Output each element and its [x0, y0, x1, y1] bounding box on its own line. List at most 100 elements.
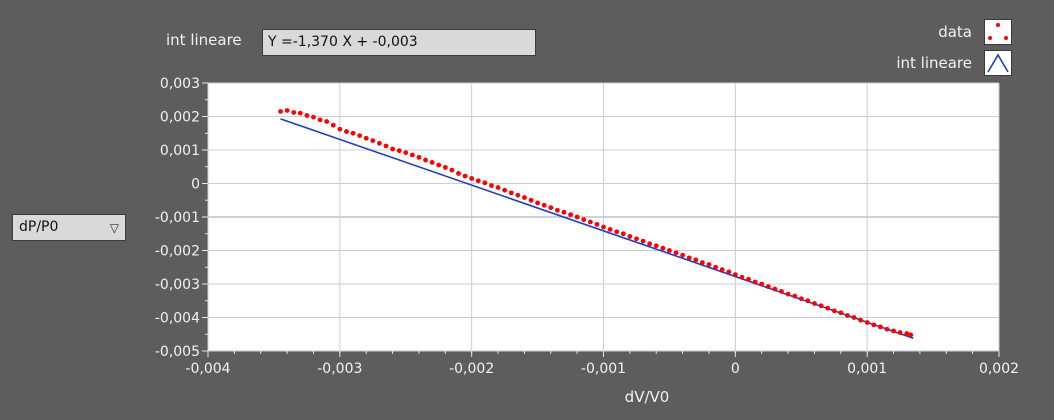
legend-swatch-data[interactable] — [984, 19, 1012, 45]
data-point — [442, 165, 448, 170]
fit-expression-field[interactable]: Y =-1,370 X + -0,003 — [262, 29, 536, 56]
data-point — [363, 135, 369, 141]
data-point — [673, 250, 679, 256]
data-point — [627, 234, 633, 239]
data-point — [344, 129, 349, 134]
fit-label: int lineare — [166, 31, 242, 49]
data-point — [726, 269, 732, 275]
data-point — [904, 331, 910, 336]
data-point — [884, 326, 890, 332]
x-tick-label: 0,001 — [847, 361, 887, 377]
data-point — [897, 330, 903, 335]
x-tick-label: -0,004 — [185, 361, 230, 377]
data-point — [908, 332, 914, 338]
data-point — [581, 217, 587, 223]
y-tick-label: -0,002 — [155, 244, 200, 260]
data-point — [403, 150, 409, 156]
data-point — [495, 185, 501, 190]
data-point — [706, 262, 712, 267]
data-point — [752, 279, 758, 285]
data-point — [456, 171, 461, 176]
y-axis-selector-value: dP/P0 — [19, 219, 59, 235]
data-point — [891, 328, 896, 334]
data-point — [587, 219, 593, 225]
y-tick-label: 0,001 — [160, 143, 200, 159]
y-axis-selector[interactable]: dP/P0 ▽ — [12, 214, 126, 241]
y-tick-label: -0,004 — [155, 311, 200, 327]
data-point — [785, 291, 791, 297]
data-point — [554, 207, 560, 213]
data-point — [877, 324, 883, 330]
data-point — [640, 238, 646, 244]
data-point — [297, 110, 303, 116]
y-tick-label: -0,001 — [155, 210, 200, 226]
x-tick-label: -0,003 — [317, 361, 362, 377]
data-point — [693, 257, 699, 263]
data-point — [732, 272, 738, 278]
data-point — [528, 197, 534, 203]
x-axis: -0,004 -0,003 -0,002 -0,001 0 0,001 0,002 — [185, 351, 1019, 377]
x-tick-label: 0,002 — [979, 361, 1019, 377]
y-tick-label: -0,005 — [155, 344, 200, 360]
data-series — [278, 108, 914, 338]
data-point — [759, 281, 765, 287]
data-point — [864, 320, 870, 325]
data-point — [291, 110, 297, 115]
data-point — [376, 140, 382, 146]
data-point — [284, 108, 290, 113]
data-point — [561, 209, 567, 215]
data-point — [667, 248, 672, 253]
data-point — [818, 303, 824, 309]
data-point — [779, 288, 784, 294]
data-point — [535, 200, 540, 206]
data-point — [844, 313, 850, 318]
data-point — [522, 195, 527, 200]
legend-label-data: data — [938, 23, 972, 41]
data-point — [475, 178, 481, 184]
data-point — [831, 308, 837, 314]
data-point — [680, 252, 685, 258]
x-tick-label: -0,001 — [581, 361, 626, 377]
data-point — [871, 322, 877, 328]
data-point — [423, 157, 428, 163]
x-tick-label: -0,002 — [449, 361, 494, 377]
legend-label-fit: int lineare — [896, 54, 972, 72]
data-point — [330, 122, 336, 128]
data-point — [805, 298, 811, 304]
data-point — [383, 143, 389, 149]
data-point — [548, 205, 554, 211]
data-point — [607, 226, 613, 232]
data-point — [620, 231, 626, 237]
legend-swatch-fit[interactable] — [984, 50, 1012, 76]
data-point — [634, 236, 639, 242]
data-point — [838, 310, 844, 316]
data-point — [660, 245, 666, 251]
data-point — [357, 133, 363, 138]
y-tick-label: 0 — [191, 177, 200, 193]
data-point — [686, 255, 692, 261]
x-tick-label: 0 — [731, 361, 740, 377]
data-point — [568, 212, 573, 218]
data-point — [409, 152, 415, 158]
data-point — [324, 119, 330, 124]
data-point — [515, 192, 521, 198]
data-point — [614, 229, 620, 235]
data-point — [647, 241, 653, 247]
y-axis: 0,003 0,002 0,001 0 -0,001 -0,002 -0,003 -0,004… — [155, 76, 208, 360]
data-point — [858, 317, 863, 323]
line-peak-icon — [987, 53, 1009, 73]
triangle-down-icon: ▽ — [109, 221, 119, 235]
y-tick-label: 0,002 — [160, 110, 200, 126]
data-point — [765, 284, 771, 290]
data-point — [851, 315, 857, 320]
data-point — [825, 305, 831, 311]
data-point — [370, 138, 376, 144]
data-point — [746, 276, 751, 282]
data-point — [812, 301, 817, 306]
data-point — [792, 293, 798, 299]
data-point — [508, 190, 514, 196]
data-point — [699, 260, 705, 265]
data-point — [502, 187, 508, 193]
data-point — [574, 214, 580, 220]
